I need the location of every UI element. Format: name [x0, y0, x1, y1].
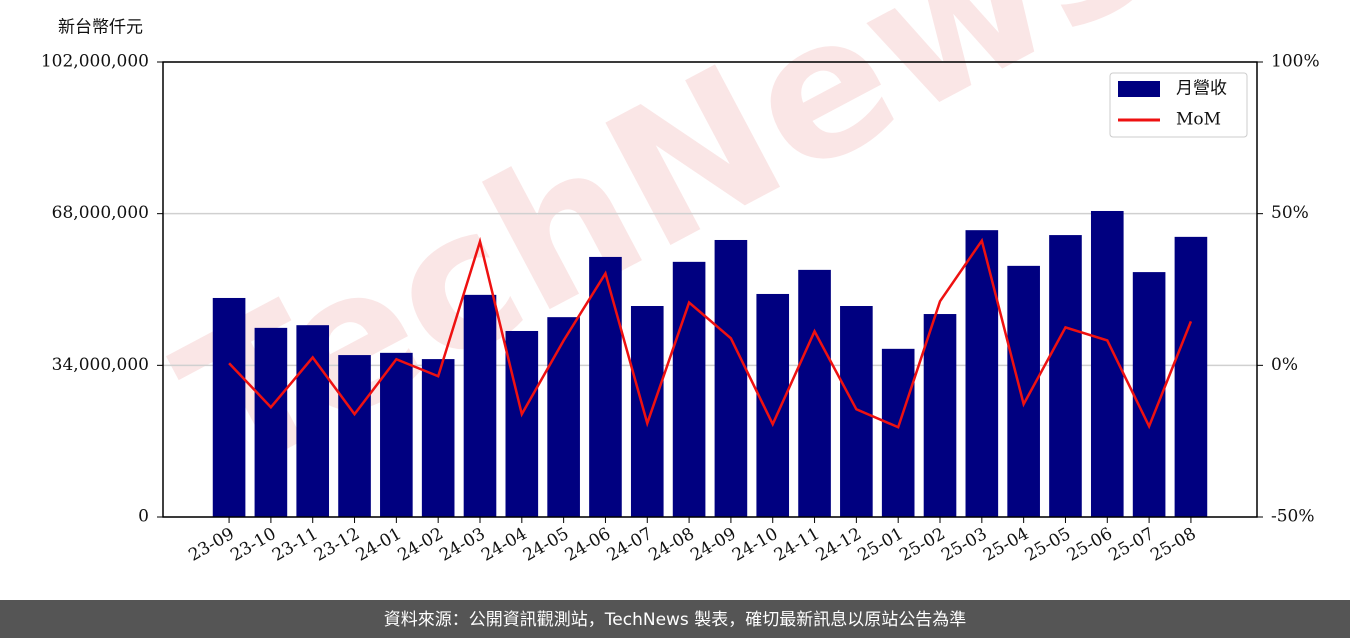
bar	[547, 317, 580, 517]
x-tick-label: 24-09	[687, 524, 739, 566]
bar	[1132, 272, 1166, 517]
y-tick-label: 68,000,000	[52, 203, 149, 223]
x-tick-label: 24-12	[813, 524, 865, 566]
footer-bar	[0, 600, 1350, 638]
bar	[338, 355, 371, 517]
y-axis-label: 新台幣仟元	[58, 18, 143, 38]
x-tick-label: 24-05	[520, 524, 572, 566]
x-tick-label: 25-01	[854, 524, 906, 566]
x-tick-label: 23-10	[227, 524, 279, 566]
legend-swatch	[1118, 81, 1160, 97]
bar	[965, 230, 999, 517]
x-tick-label: 25-05	[1022, 524, 1074, 566]
bar	[380, 352, 413, 517]
x-tick-label: 25-08	[1147, 524, 1199, 566]
bar	[756, 293, 790, 517]
bar	[1049, 235, 1082, 517]
bar	[463, 294, 497, 517]
x-tick-label: 24-02	[394, 524, 446, 566]
bar	[714, 239, 748, 517]
x-tick-label: 24-07	[604, 524, 656, 566]
bar	[1007, 265, 1040, 517]
bar	[254, 327, 288, 517]
bar	[505, 330, 539, 517]
bar	[881, 348, 915, 517]
plot-frame	[162, 61, 1258, 518]
bar	[672, 261, 706, 517]
footer: 資料來源：公開資訊觀測站，TechNews 製表，確切最新訊息以原站公告為準	[384, 610, 966, 630]
mom-line	[228, 236, 1193, 430]
bar	[589, 256, 622, 517]
y2-tick-label: -50%	[1271, 507, 1315, 527]
bar	[840, 306, 873, 517]
bar	[923, 314, 957, 517]
bar	[1174, 236, 1208, 518]
x-tick-label: 24-11	[771, 524, 823, 566]
bar	[421, 359, 455, 517]
bar	[296, 325, 330, 517]
bar	[798, 269, 831, 517]
legend-label: MoM	[1176, 110, 1221, 130]
x-tick-label: 24-04	[478, 524, 530, 566]
legend-label: 月營收	[1176, 79, 1227, 99]
y-tick-label: 0	[138, 507, 149, 527]
x-tick-label: 25-03	[938, 524, 990, 566]
x-tick-label: 24-08	[645, 524, 697, 566]
x-tick-label: 23-12	[311, 524, 363, 566]
y2-tick-label: 50%	[1271, 203, 1309, 223]
x-tick-label: 24-10	[729, 524, 781, 566]
x-tick-label: 25-06	[1064, 524, 1116, 566]
x-tick-label: 25-04	[980, 524, 1032, 566]
x-tick-label: 24-06	[562, 524, 614, 566]
x-tick-label: 24-01	[353, 524, 405, 566]
x-tick-label: 25-02	[896, 524, 948, 566]
x-tick-label: 25-07	[1105, 524, 1157, 566]
bar	[630, 306, 664, 517]
y-tick-label: 102,000,000	[41, 52, 149, 72]
x-tick-label: 23-09	[185, 524, 237, 566]
x-tick-label: 23-11	[269, 524, 321, 566]
x-tick-label: 24-03	[436, 524, 488, 566]
y-tick-label: 34,000,000	[52, 355, 149, 375]
bar	[212, 297, 246, 517]
y2-tick-label: 100%	[1271, 52, 1320, 72]
y2-tick-label: 0%	[1271, 355, 1298, 375]
